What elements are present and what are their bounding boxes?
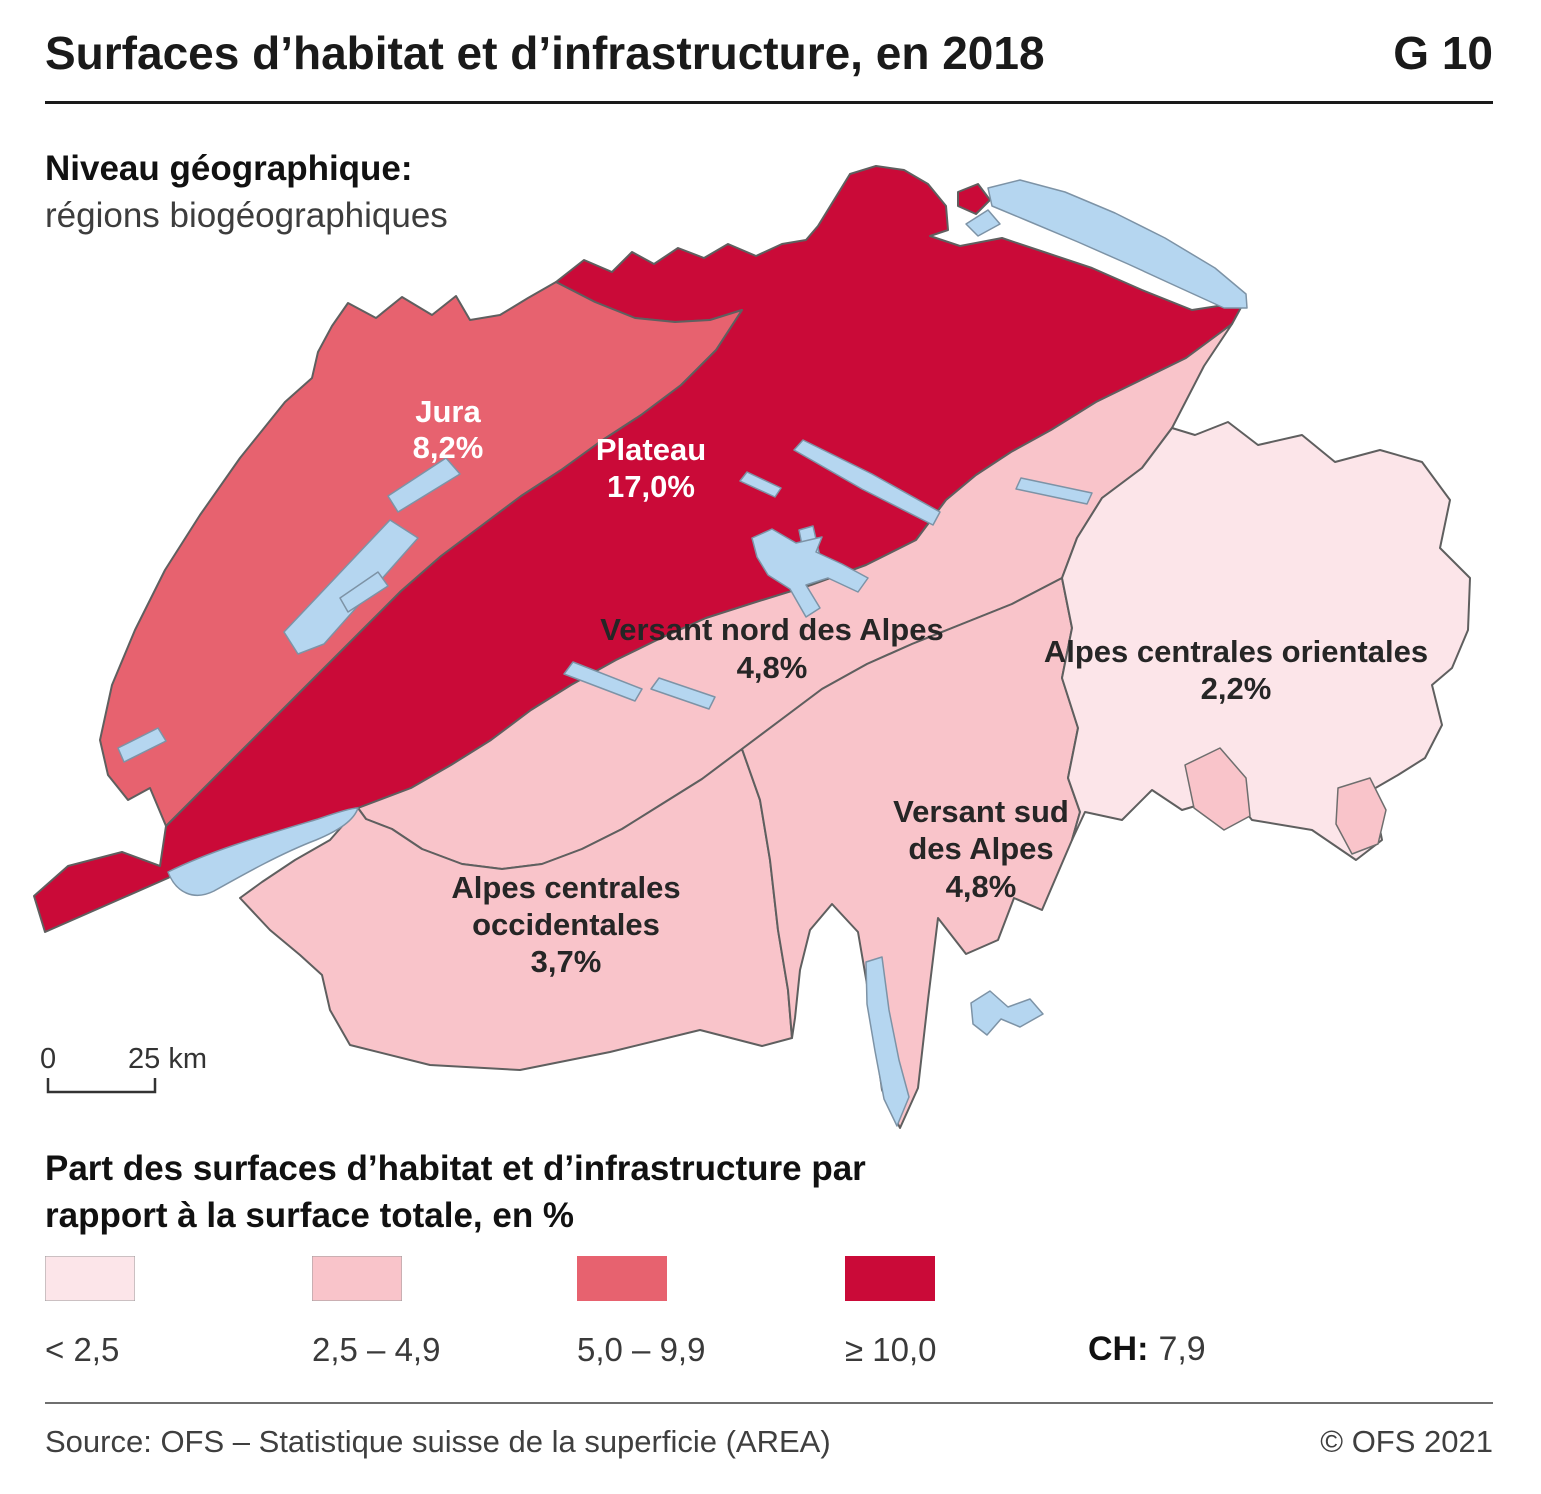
lake-maggiore [865,956,910,1127]
label-versant-sud-line1: Versant sud [893,794,1069,829]
region-alpes-centrales-orientales [1061,421,1471,861]
region-patch-south-valley-west [1184,747,1251,831]
lake-zurich [793,439,941,526]
lake-geneva [167,807,359,896]
legend-title-line1: Part des surfaces d’habitat et d’infrast… [45,1149,866,1188]
scale-bar-zero: 0 [40,1043,56,1075]
legend-label-class4: ≥ 10,0 [845,1331,937,1368]
legend-label-class2: 2,5 – 4,9 [312,1331,441,1368]
copyright-text: © OFS 2021 [1320,1424,1493,1459]
scale-bar: 0 25 km [40,1043,207,1094]
label-versant-sud-value: 4,8% [946,869,1017,904]
footer-divider [45,1402,1493,1404]
lake-walensee [1015,477,1093,505]
label-plateau-value: 17,0% [607,469,695,504]
switzerland-map: Jura 8,2% Plateau 17,0% Versant nord des… [33,165,1471,1129]
lake-thun [563,661,643,702]
legend-item-class4: ≥ 10,0 [845,1256,937,1369]
source-text: Source: OFS – Statistique suisse de la s… [45,1424,831,1459]
title-divider [45,101,1493,104]
geo-level-label: Niveau géographique: [45,149,413,188]
lake-lucerne [751,528,869,618]
region-jura [99,281,743,827]
label-jura-value: 8,2% [413,430,484,465]
label-occidentales-line1: Alpes centrales [451,870,680,905]
legend-swatch-rect [45,1256,135,1301]
lake-constance-arm [965,209,1001,237]
legend-item-class2: 2,5 – 4,9 [312,1256,440,1369]
page-title: Surfaces d’habitat et d’infrastructure, … [45,27,1045,79]
legend-label-class1: < 2,5 [45,1331,120,1368]
scale-bar-distance: 25 km [128,1043,207,1075]
legend-swatch-rect [577,1256,667,1301]
legend-item-class1: < 2,5 [45,1256,135,1369]
lake-joux [117,727,167,763]
legend-swatch-class1 [45,1256,135,1301]
region-versant-sud-des-alpes [741,577,1081,1129]
lake-constance [987,179,1248,309]
region-patch-south-valley-east [1335,777,1387,855]
label-jura-name: Jura [415,394,481,429]
legend-swatch-class4 [845,1256,935,1301]
lake-lugano [970,990,1044,1036]
legend-swatch-class3 [577,1256,667,1301]
label-plateau-name: Plateau [596,432,706,467]
legend-title-line2: rapport à la surface totale, en % [45,1195,575,1235]
lake-morat [339,571,389,613]
legend-swatch-rect [312,1256,402,1301]
region-plateau-exclave [957,183,991,215]
legend-swatch-class2 [312,1256,402,1301]
legend-swatch-rect [845,1256,935,1301]
lakes-group [117,179,1248,1127]
legend-title: Part des surfaces d’habitat et d’infrast… [45,1146,866,1239]
legend-item-class3: 5,0 – 9,9 [577,1256,705,1369]
header: Surfaces d’habitat et d’infrastructure, … [45,26,1493,80]
label-occidentales-line2: occidentales [472,907,660,942]
label-versant-nord-name: Versant nord des Alpes [600,612,943,647]
label-versant-nord-value: 4,8% [737,650,808,685]
geo-level-value: régions biogéographiques [45,195,448,235]
label-orientales-value: 2,2% [1201,671,1272,706]
label-orientales-name: Alpes centrales orientales [1044,634,1428,669]
lake-biel [387,457,461,513]
label-versant-sud-line2: des Alpes [908,831,1053,866]
legend-ch-total: CH: 7,9 [1088,1330,1206,1369]
lake-brienz [650,677,716,710]
footer: Source: OFS – Statistique suisse de la s… [45,1424,1493,1460]
lake-neuchatel [283,519,419,655]
legend-label-class3: 5,0 – 9,9 [577,1331,706,1368]
graph-id: G 10 [1393,27,1493,79]
ch-label: CH: [1088,1330,1149,1368]
ch-value: 7,9 [1158,1330,1206,1368]
scale-bar-line [46,1078,157,1094]
label-occidentales-value: 3,7% [531,944,602,979]
lake-sempach [739,471,782,498]
map-subtitle: Niveau géographique: régions biogéograph… [45,146,448,240]
